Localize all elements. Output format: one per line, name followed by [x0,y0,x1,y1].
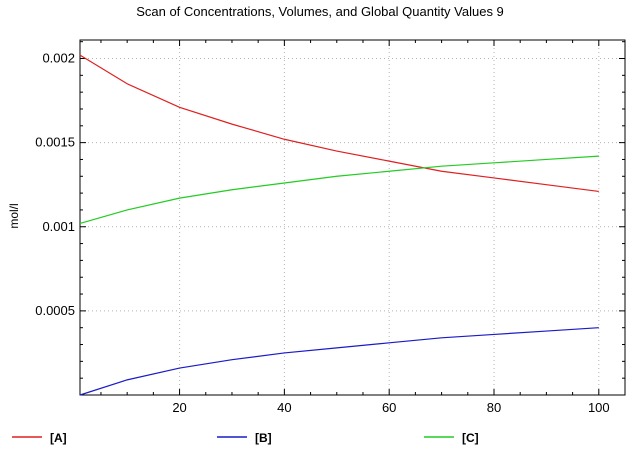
series-line-2 [79,327,599,396]
plot-frame [79,39,626,396]
series-lines [79,54,599,396]
legend-label-3: [C] [462,431,479,445]
axis-ticks: 20 40 60 80 100 0.0005 0.001 0.0015 0.002 [35,40,625,415]
x-tick-label: 60 [382,400,396,415]
y-axis-label: mol/l [7,203,21,228]
y-tick-label: 0.001 [42,219,75,234]
chart-title: Scan of Concentrations, Volumes, and Glo… [136,4,504,19]
series-line-3 [79,155,599,224]
legend-label-1: [A] [50,431,67,445]
x-tick-label: 20 [172,400,186,415]
x-tick-label: 80 [487,400,501,415]
x-tick-label: 40 [277,400,291,415]
y-tick-label: 0.0005 [35,303,75,318]
y-tick-label: 0.002 [42,51,75,66]
legend: [A] [B] [C] [12,431,479,445]
series-line-1 [79,54,599,193]
x-tick-label: 100 [588,400,610,415]
grid [80,40,625,395]
y-tick-label: 0.0015 [35,135,75,150]
legend-label-2: [B] [255,431,272,445]
